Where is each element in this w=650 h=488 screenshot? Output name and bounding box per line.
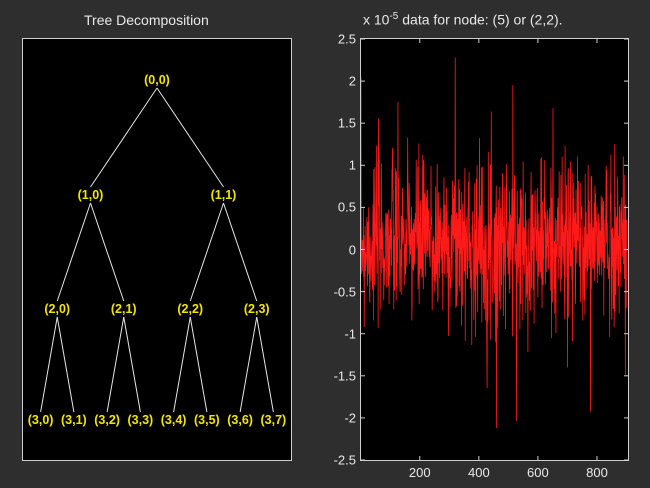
tree-title: Tree Decomposition <box>84 12 209 28</box>
tree-node-2-0[interactable]: (2,0) <box>44 302 70 316</box>
tree-node-3-5[interactable]: (3,5) <box>194 413 220 427</box>
y-tick-label: 1.5 <box>337 115 356 131</box>
y-tick-label: 1 <box>348 157 356 173</box>
signal-series-line <box>361 57 627 429</box>
plot-title-exponent: x 10 <box>363 11 390 28</box>
tree-node-2-1[interactable]: (2,1) <box>111 302 137 316</box>
y-tick-label: -2 <box>344 410 356 426</box>
tree-edge <box>56 202 91 302</box>
tree-node-3-2[interactable]: (3,2) <box>94 413 120 427</box>
tree-node-3-4[interactable]: (3,4) <box>161 413 187 427</box>
tree-edge <box>90 202 125 302</box>
tree-edge <box>223 202 258 302</box>
y-tick-label: -0.5 <box>333 284 356 300</box>
tree-node-1-1[interactable]: (1,1) <box>211 188 237 202</box>
plot-title-text: data for node: (5) or (2,2). <box>402 11 563 28</box>
x-tick-label: 600 <box>527 465 549 480</box>
tree-edge <box>40 316 58 413</box>
y-tick-label: 2.5 <box>337 31 356 47</box>
tree-edge <box>56 316 75 413</box>
tree-node-2-3[interactable]: (2,3) <box>244 302 270 316</box>
tree-node-0-0[interactable]: (0,0) <box>144 73 170 87</box>
plot-title: x 10-5 data for node: (5) or (2,2). <box>363 11 563 28</box>
tree-node-3-1[interactable]: (3,1) <box>61 413 87 427</box>
x-tick-label: 400 <box>467 465 490 480</box>
tree-edge <box>90 87 158 188</box>
tree-edge <box>256 316 274 413</box>
tree-edge <box>123 316 141 413</box>
tree-edge <box>173 316 191 413</box>
tree-node-3-7[interactable]: (3,7) <box>261 413 287 427</box>
tree-node-1-0[interactable]: (1,0) <box>78 188 104 202</box>
tree-edge <box>156 87 224 188</box>
y-tick-label: 2 <box>348 73 356 89</box>
y-tick-label: -1 <box>344 326 356 342</box>
y-tick-label: -2.5 <box>333 452 356 468</box>
y-tick-label: -1.5 <box>333 368 356 384</box>
tree-edge <box>239 316 258 413</box>
x-tick-label: 200 <box>408 465 431 480</box>
tree-node-3-0[interactable]: (3,0) <box>28 413 54 427</box>
tree-edge <box>189 202 224 302</box>
tree-node-3-6[interactable]: (3,6) <box>227 413 253 427</box>
tree-diagram[interactable]: (0,0) (1,0) (1,1) (2,0) (2,1) (2,2) (2,3) (3,0)… <box>23 39 291 460</box>
node-data-plot-panel[interactable] <box>360 38 629 461</box>
plot-title-superscript: -5 <box>389 11 399 22</box>
tree-node-3-3[interactable]: (3,3) <box>128 413 154 427</box>
tree-edge <box>106 316 125 413</box>
tree-decomposition-panel[interactable]: (0,0) (1,0) (1,1) (2,0) (2,1) (2,2) (2,3) (3,0)… <box>22 38 292 461</box>
y-tick-label: 0 <box>348 242 356 257</box>
tree-node-2-2[interactable]: (2,2) <box>177 302 203 316</box>
x-tick-label: 800 <box>586 465 608 480</box>
node-data-plot[interactable] <box>361 39 628 460</box>
tree-edge <box>189 316 208 413</box>
y-tick-label: 0.5 <box>337 199 356 215</box>
